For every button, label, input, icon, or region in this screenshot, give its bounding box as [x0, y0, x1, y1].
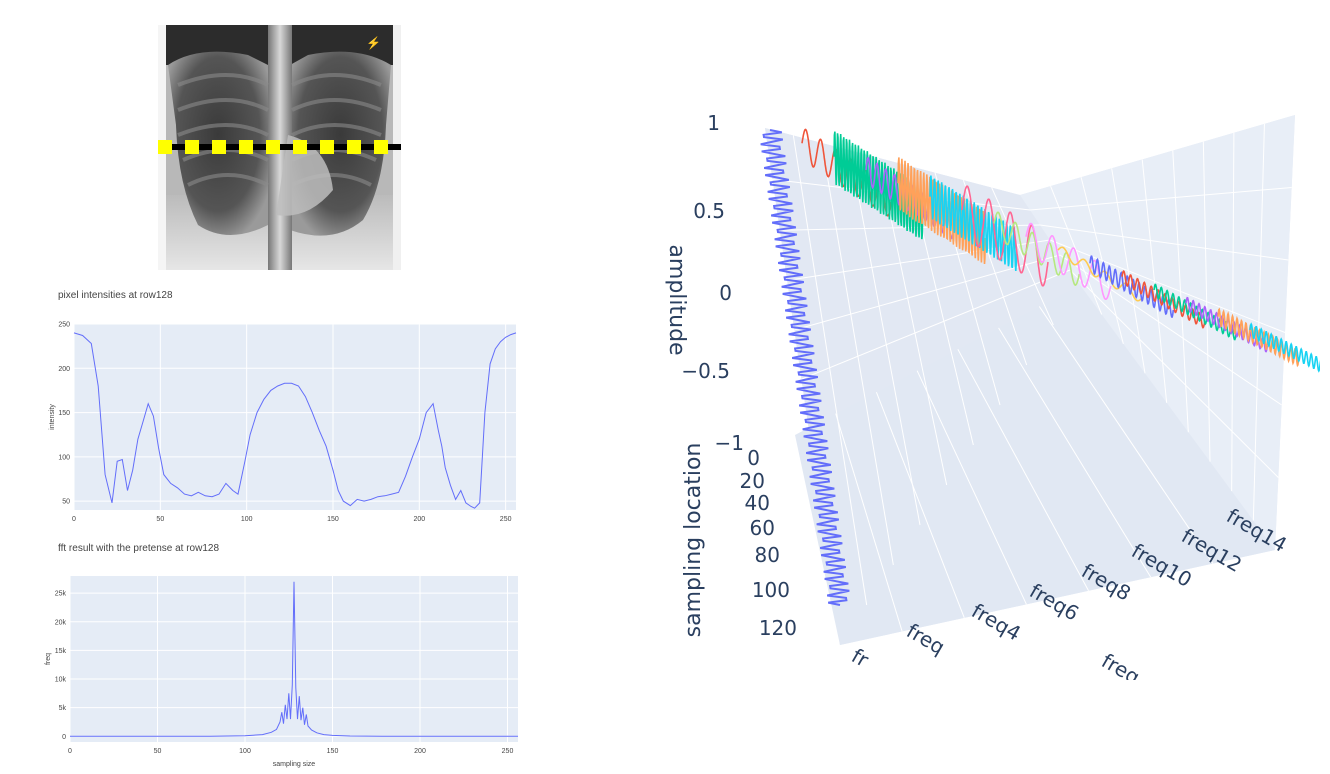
y-tick-label: 20	[740, 469, 765, 493]
y-tick-label: 10k	[55, 677, 67, 684]
x-tick-label: 50	[154, 748, 162, 755]
y-tick-label: 0	[62, 734, 66, 741]
grid-line	[792, 135, 868, 606]
chest-xray-image: ⚡	[158, 25, 401, 270]
y-axis-label: intensity	[49, 404, 56, 430]
grid-line	[1029, 187, 1292, 211]
y-tick-label: 120	[759, 616, 797, 640]
grid-line	[1038, 306, 1214, 564]
x-tick-label: 100	[241, 516, 253, 523]
x-tick-label: 100	[239, 748, 251, 755]
x-tick-label: freq	[1098, 649, 1144, 680]
z-tick-label: 0.5	[693, 199, 725, 223]
y-tick-label: 25k	[55, 591, 67, 598]
y-tick-label: 60	[750, 516, 775, 540]
x-tick-label: 50	[156, 516, 164, 523]
grid-line	[957, 349, 1090, 591]
x-tick-label: 200	[414, 748, 426, 755]
y-tick-label: 250	[58, 322, 70, 329]
y-axis-label: freq	[45, 653, 52, 665]
x-tick-label: 0	[72, 516, 76, 523]
grid-line	[916, 370, 1027, 605]
floor	[795, 285, 1275, 645]
x-tick-label: 150	[327, 516, 339, 523]
y-tick-label: 200	[58, 366, 70, 373]
z-tick-label: 1	[707, 111, 720, 135]
x-tick-label: 250	[502, 748, 514, 755]
y-axis-label: sampling location	[681, 443, 706, 638]
y-tick-label: 5k	[59, 705, 67, 712]
plot-area	[74, 324, 516, 510]
series-line	[73, 332, 517, 509]
y-tick-label: 150	[58, 410, 70, 417]
back-wall-right	[1020, 115, 1295, 550]
y-tick-label: 15k	[55, 648, 67, 655]
grid-line	[1039, 224, 1289, 261]
grid-line	[821, 142, 894, 566]
heart-shadow	[276, 135, 333, 216]
series-freq0	[760, 129, 850, 606]
x-tick-label: 250	[500, 516, 512, 523]
y-tick-label: 100	[58, 454, 70, 461]
y-tick-label: 50	[62, 499, 70, 506]
x-axis-label: sampling size	[273, 761, 316, 768]
grid-line	[849, 150, 921, 526]
z-tick-label: 0	[719, 281, 732, 305]
series-freq7	[993, 211, 1081, 286]
grid-line	[1069, 269, 1279, 478]
series-line	[70, 581, 518, 737]
grid-line	[1059, 254, 1282, 406]
z-tick-label: −0.5	[681, 359, 730, 383]
grid-line	[1049, 239, 1286, 333]
fft-chart: 0 50 100 150 200 250 0 5k 10k 15k 20k 25k freq sampli…	[45, 576, 518, 768]
grid-line	[998, 327, 1152, 578]
z-axis-label: amplitude	[664, 244, 689, 355]
intensity-chart: 0 50 100 150 200 250 50 100 150 200 250 intensity	[49, 322, 517, 523]
grid-line	[784, 254, 1061, 334]
xray-svg: ⚡	[158, 25, 401, 270]
y-tick-label: 100	[752, 578, 790, 602]
chart1-title: pixel intensities at row128	[58, 290, 173, 301]
y-tick-label: 80	[755, 543, 780, 567]
x-tick-label: 0	[68, 748, 72, 755]
chart2-title: fft result with the pretense at row128	[58, 543, 220, 554]
x-tick-label: 150	[327, 748, 339, 755]
series-freq2	[833, 131, 924, 240]
grid-line	[835, 413, 903, 632]
grid-line	[789, 269, 1071, 385]
y-tick-label: 40	[745, 491, 770, 515]
x-tick-label: 200	[413, 516, 425, 523]
svg-text:⚡: ⚡	[366, 36, 381, 50]
y-tick-label: 20k	[55, 619, 67, 626]
grid-line	[991, 187, 1054, 326]
y-tick-label: 0	[747, 446, 760, 470]
amplitude-3d-chart: 10.50−0.5−1amplitude020406080100120sampl…	[664, 111, 1320, 680]
x-tick-label: fr	[848, 644, 874, 673]
z-tick-label: −1	[715, 431, 744, 455]
grid-line	[875, 391, 965, 619]
series-freq10	[1089, 255, 1175, 319]
series-freq15	[1249, 322, 1320, 373]
